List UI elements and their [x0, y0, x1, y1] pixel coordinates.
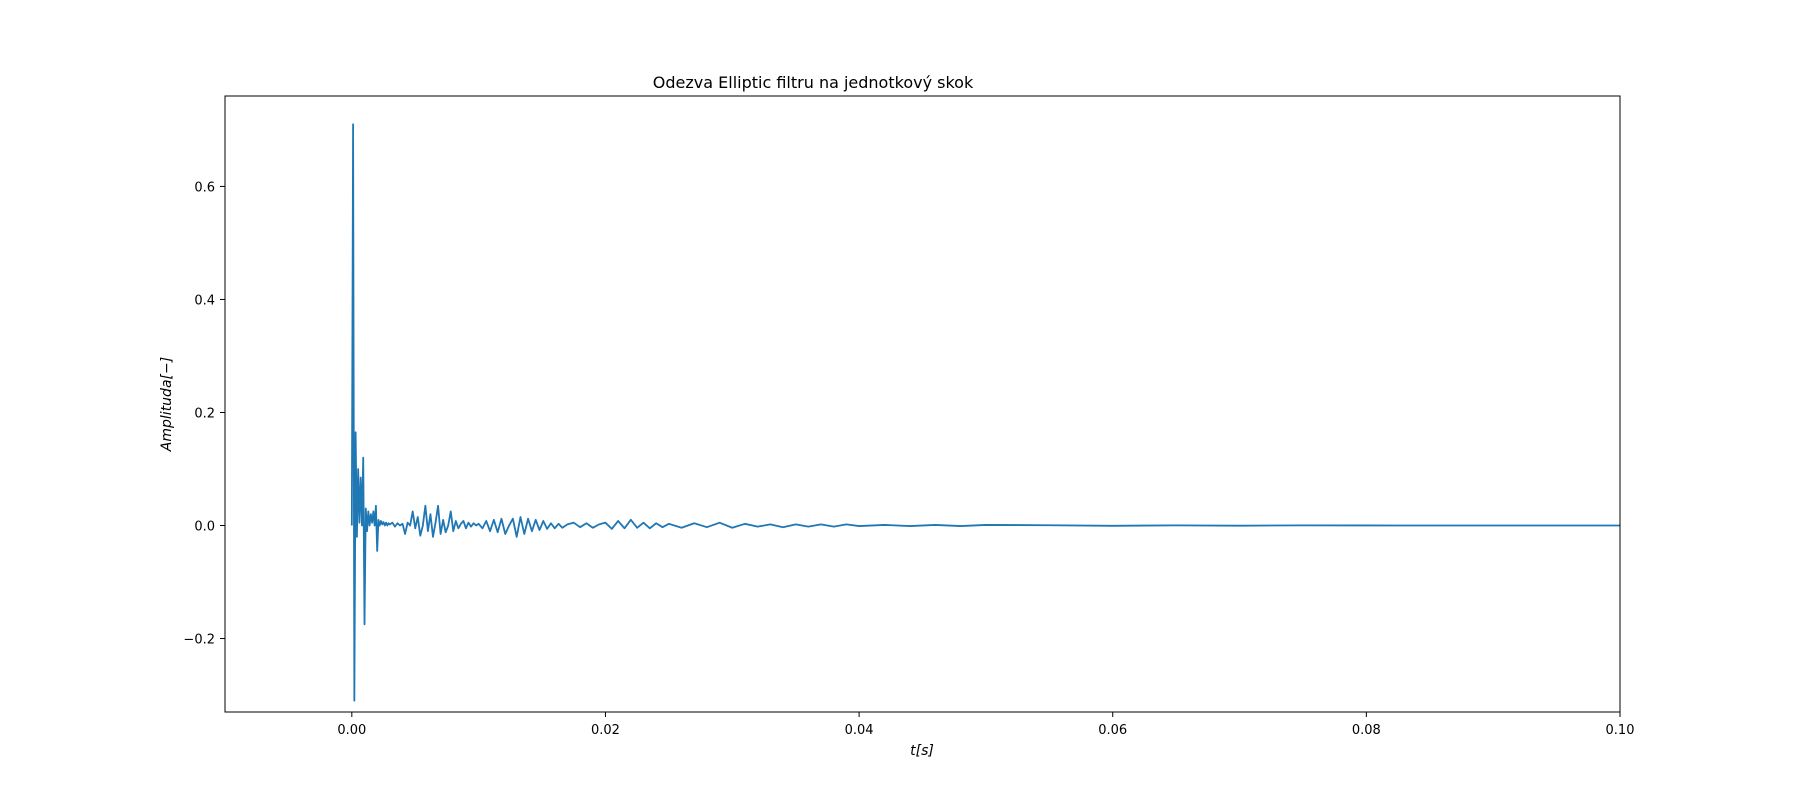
x-axis-label: t[s] — [910, 743, 934, 759]
axes-background — [225, 96, 1620, 712]
y-axis-label: Amplituda[−] — [159, 357, 175, 452]
y-tick-label: 0.2 — [194, 406, 215, 421]
y-tick-label: 0.4 — [194, 293, 215, 308]
x-tick-label: 0.04 — [845, 723, 874, 738]
y-tick-label: 0.6 — [194, 180, 215, 195]
y-tick-label: 0.0 — [194, 520, 215, 535]
x-tick-label: 0.06 — [1098, 723, 1127, 738]
x-tick-label: 0.10 — [1606, 723, 1635, 738]
x-axis-ticks: 0.00 0.02 0.04 0.06 0.08 0.10 — [337, 712, 1634, 738]
y-axis-ticks: −0.2 0.0 0.2 0.4 0.6 — [183, 180, 225, 648]
y-tick-label: −0.2 — [183, 633, 215, 648]
chart-title: Odezva Elliptic filtru na jednotkový sko… — [653, 73, 974, 92]
plot-area — [224, 95, 1621, 713]
x-tick-label: 0.02 — [591, 723, 620, 738]
x-tick-label: 0.08 — [1352, 723, 1381, 738]
series-line — [350, 123, 1620, 702]
axes-frame — [224, 95, 1621, 713]
x-tick-label: 0.00 — [337, 723, 366, 738]
